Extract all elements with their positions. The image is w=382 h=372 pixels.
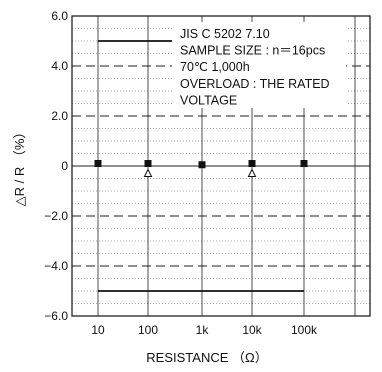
data-point-square [300,160,308,167]
y-tick-label: 4.0 [51,59,68,73]
y-tick-label: −6.0 [44,309,68,323]
annotation-line: JIS C 5202 7.10 [180,27,270,41]
data-points [94,160,308,177]
x-tick-label: 1k [196,323,210,337]
y-tick-label: 2.0 [51,109,68,123]
data-point-triangle [247,168,257,177]
annotation-line: OVERLOAD : THE RATED [180,77,330,91]
y-axis-label: △R / R （%） [12,126,27,207]
x-tick-label: 10k [242,323,262,337]
y-tick-label: −4.0 [44,259,68,273]
annotation-box [172,22,346,108]
y-tick-label: 0 [61,159,68,173]
x-tick-label: 100 [138,323,158,337]
x-tick-labels: 10 100 1k 10k 100k [91,323,318,337]
annotation-line: SAMPLE SIZE : n＝16pcs [180,44,325,58]
y-tick-label: −2.0 [44,209,68,223]
plot-frame [71,15,371,317]
data-point-square [248,160,256,167]
annotation-line: VOLTAGE [180,93,237,107]
y-tick-label: 6.0 [51,9,68,23]
annotation-line: 70℃ 1,000h [180,60,250,74]
data-point-square [144,160,152,167]
x-tick-label: 10 [91,323,105,337]
annotation: JIS C 5202 7.10 SAMPLE SIZE : n＝16pcs 70℃ … [180,27,330,107]
x-tick-label: 100k [291,323,318,337]
data-point-square [198,161,206,169]
x-axis-label: RESISTANCE （Ω） [146,350,267,365]
y-tick-labels: 6.0 4.0 2.0 0 −2.0 −4.0 −6.0 [44,9,68,323]
data-point-triangle [143,168,153,177]
data-point-square [94,160,102,167]
